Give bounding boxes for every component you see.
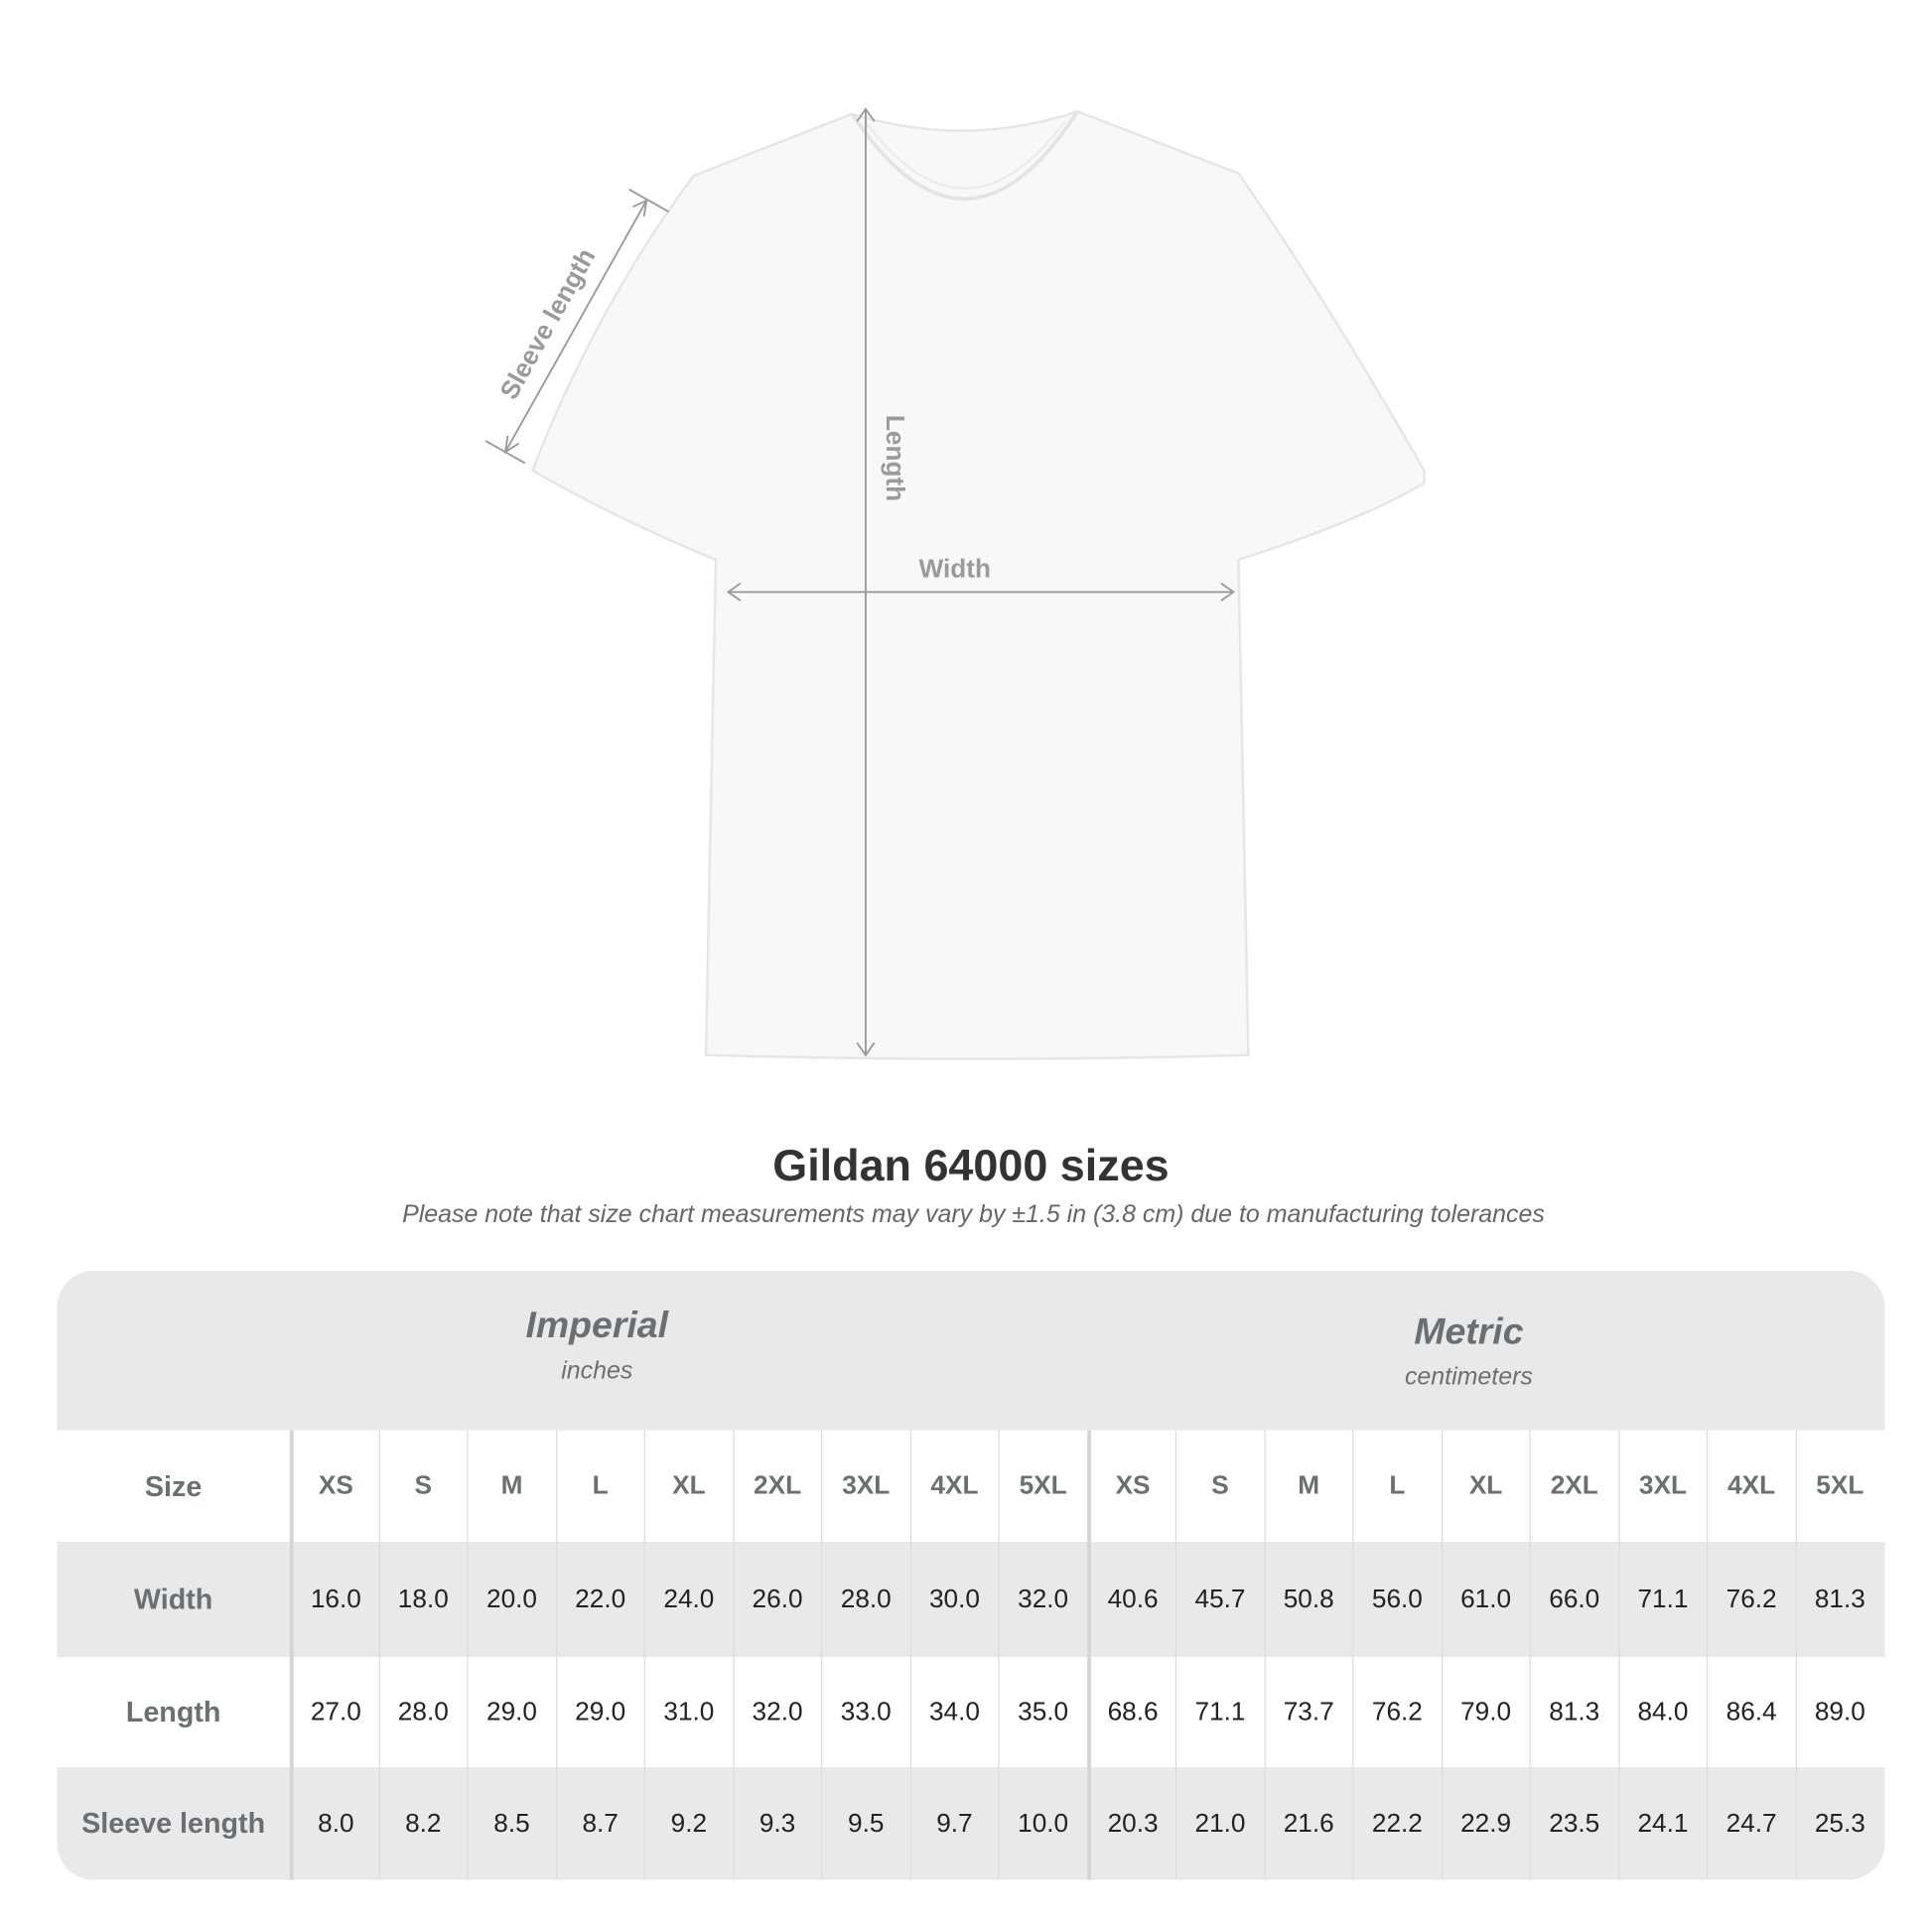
table-cell: 29.0 — [555, 1657, 643, 1768]
table-cell: 27.0 — [289, 1657, 378, 1768]
imperial-title: Imperial — [525, 1305, 669, 1346]
table-cell: 23.5 — [1529, 1767, 1618, 1880]
table-cell: 32.0 — [732, 1657, 821, 1768]
table-cell: 84.0 — [1617, 1657, 1707, 1768]
table-cell: 32.0 — [998, 1542, 1086, 1658]
table-cell: 25.3 — [1795, 1767, 1883, 1880]
width-label: Width — [918, 554, 991, 584]
metric-title: Metric — [1414, 1311, 1524, 1353]
table-cell: 10.0 — [998, 1767, 1086, 1880]
size-header-cell: M — [1263, 1430, 1352, 1543]
table-cell: 8.5 — [467, 1767, 555, 1880]
size-header-cell: S — [378, 1430, 467, 1543]
size-header-cell: 3XL — [1617, 1430, 1707, 1543]
table-cell: 28.0 — [378, 1657, 467, 1768]
table-cell: 33.0 — [821, 1657, 909, 1768]
size-header-cell: 5XL — [998, 1430, 1086, 1543]
size-header-cell: 4XL — [1706, 1430, 1795, 1543]
table-cell: 81.3 — [1529, 1657, 1618, 1768]
table-cell: 9.2 — [643, 1767, 733, 1880]
table-cell: 21.6 — [1263, 1767, 1352, 1880]
table-cell: 79.0 — [1441, 1657, 1529, 1768]
size-header-cell: 2XL — [732, 1430, 821, 1543]
size-header-cell: 2XL — [1529, 1430, 1618, 1543]
table-cell: 21.0 — [1174, 1767, 1264, 1880]
sleeve-measure-line — [504, 200, 647, 453]
page-title: Gildan 64000 sizes — [772, 1139, 1170, 1190]
table-cell: 9.7 — [909, 1767, 998, 1880]
size-table: Imperial inches Metric centimeters Size X… — [57, 1270, 1885, 1880]
table-cell: 73.7 — [1263, 1657, 1352, 1768]
size-header-cell: XS — [289, 1430, 378, 1543]
tolerance-note: Please note that size chart measurements… — [402, 1200, 1545, 1229]
table-cell: 28.0 — [821, 1542, 909, 1658]
table-cell: 31.0 — [643, 1657, 733, 1768]
table-cell: 8.0 — [289, 1767, 378, 1880]
table-cell: 30.0 — [909, 1542, 998, 1658]
table-cell: 16.0 — [289, 1542, 378, 1658]
size-header-cell: XL — [643, 1430, 733, 1543]
length-label: Length — [880, 414, 909, 502]
table-cell: 71.1 — [1174, 1657, 1264, 1768]
table-cell: 9.3 — [732, 1767, 821, 1880]
size-header-cell: XL — [1441, 1430, 1529, 1543]
table-cell: 76.2 — [1352, 1657, 1441, 1768]
table-cell: 22.2 — [1352, 1767, 1441, 1880]
table-cell: 26.0 — [732, 1542, 821, 1658]
table-cell: 40.6 — [1086, 1542, 1175, 1658]
row-label: Width — [133, 1583, 213, 1615]
table-cell: 24.1 — [1617, 1767, 1707, 1880]
table-cell: 20.0 — [467, 1542, 555, 1658]
unit-header-band — [57, 1270, 1885, 1431]
metric-header: Metric centimeters — [1221, 1311, 1717, 1392]
table-cell: 81.3 — [1795, 1542, 1883, 1658]
table-cell: 8.7 — [555, 1767, 643, 1880]
table-cell: 86.4 — [1706, 1657, 1795, 1768]
table-cell: 20.3 — [1086, 1767, 1175, 1880]
table-cell: 89.0 — [1795, 1657, 1883, 1768]
table-cell: 68.6 — [1086, 1657, 1175, 1768]
table-cell: 24.7 — [1706, 1767, 1795, 1880]
imperial-header: Imperial inches — [349, 1306, 845, 1386]
size-header-cell: M — [467, 1430, 555, 1543]
table-cell: 35.0 — [998, 1657, 1086, 1768]
size-header-cell: 5XL — [1795, 1430, 1883, 1543]
size-header-cell: L — [1352, 1430, 1441, 1543]
size-header-row: Size XS S M L XL 2XL 3XL 4XL 5XL XS S M L XL 2XL 3XL 4XL 5… — [57, 1430, 1885, 1543]
table-cell: 8.2 — [378, 1767, 467, 1880]
table-cell: 45.7 — [1174, 1542, 1264, 1658]
table-cell: 24.0 — [643, 1542, 733, 1658]
table-cell: 18.0 — [378, 1542, 467, 1658]
table-row: Length 27.0 28.0 29.0 29.0 31.0 32.0 33.0 34.0 35… — [57, 1657, 1885, 1768]
table-cell: 56.0 — [1352, 1542, 1441, 1658]
row-label: Sleeve length — [81, 1806, 266, 1840]
size-header-cell: S — [1174, 1430, 1264, 1543]
size-header-cell: 4XL — [909, 1430, 998, 1543]
table-cell: 22.0 — [555, 1542, 643, 1658]
table-cell: 29.0 — [467, 1657, 555, 1768]
row-label: Length — [125, 1695, 221, 1728]
row-label: Size — [144, 1469, 203, 1502]
size-header-cell: XS — [1086, 1430, 1175, 1543]
table-row: Width 16.0 18.0 20.0 22.0 24.0 26.0 28.0 30.0 32.… — [57, 1542, 1885, 1658]
table-row: Sleeve length 8.0 8.2 8.5 8.7 9.2 9.3 9.5 9.7 10.… — [57, 1767, 1885, 1880]
metric-unit: centimeters — [1404, 1363, 1533, 1391]
table-cell: 66.0 — [1529, 1542, 1618, 1658]
table-cell: 50.8 — [1263, 1542, 1352, 1658]
tshirt-illustration — [484, 107, 1426, 1060]
table-cell: 22.9 — [1441, 1767, 1529, 1880]
table-cell: 76.2 — [1706, 1542, 1795, 1658]
size-header-cell: 3XL — [821, 1430, 909, 1543]
imperial-unit: inches — [561, 1357, 633, 1385]
table-cell: 34.0 — [909, 1657, 998, 1768]
size-header-cell: L — [555, 1430, 643, 1543]
table-cell: 61.0 — [1441, 1542, 1529, 1658]
table-cell: 9.5 — [821, 1767, 909, 1880]
table-cell: 71.1 — [1617, 1542, 1707, 1658]
